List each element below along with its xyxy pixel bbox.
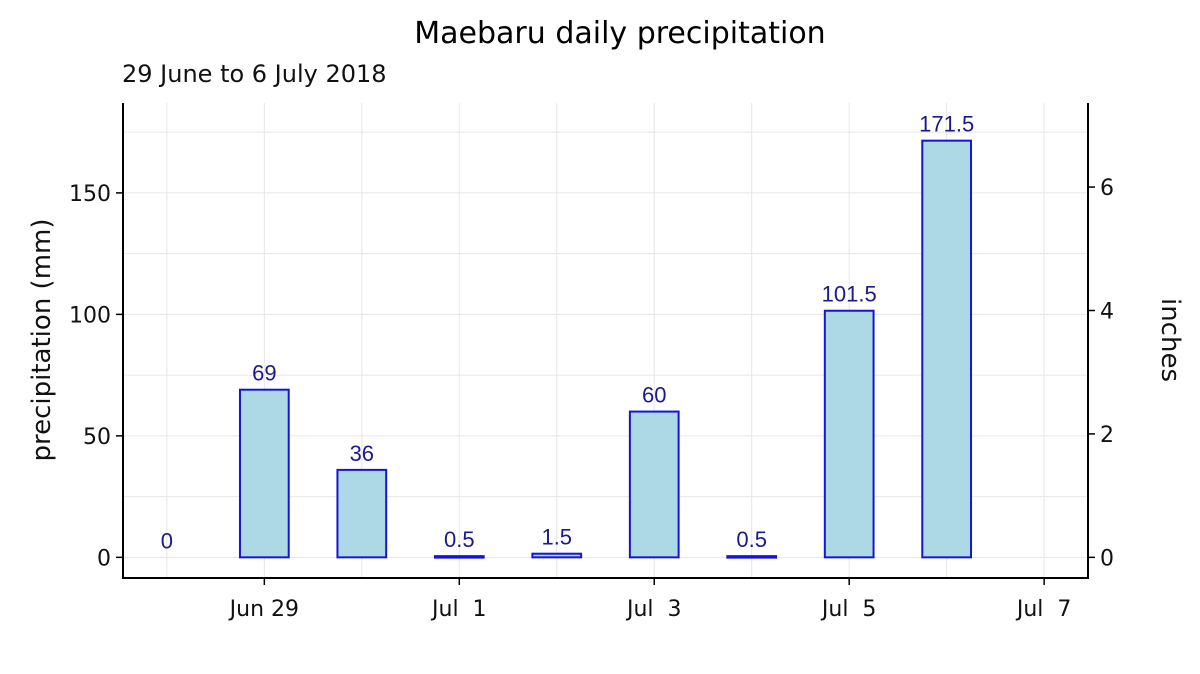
data-label: 101.5 (822, 282, 877, 307)
bar (921, 139, 973, 559)
x-tick-label: Jul 3 (625, 597, 682, 622)
x-tick-label: Jun 29 (228, 597, 299, 622)
data-label: 171.5 (919, 112, 974, 137)
bar (531, 552, 583, 559)
bar (823, 309, 875, 559)
x-tick-label: Jul 7 (1015, 597, 1072, 622)
y2-tick-label: 4 (1100, 299, 1114, 324)
data-label: 69 (252, 361, 276, 386)
y2-tick-label: 0 (1100, 546, 1114, 571)
data-label: 60 (642, 383, 666, 408)
data-label: 1.5 (541, 525, 572, 550)
axes-layer: 0 50 100 150 0 2 4 6 Jun 29 Jul 1 Jul 3 Jul 5 Jul 7 (69, 103, 1114, 622)
data-label: 0.5 (444, 527, 475, 552)
y-tick-label: 0 (97, 546, 111, 571)
x-tick-label: Jul 5 (820, 597, 877, 622)
bar (726, 555, 778, 559)
bar (433, 555, 485, 559)
y-tick-label: 150 (69, 182, 111, 207)
data-labels-layer: 0 69 36 0.5 1.5 60 0.5 101.5 171.5 (161, 112, 974, 554)
bar (628, 410, 680, 559)
data-label: 36 (350, 441, 374, 466)
y2-tick-label: 6 (1100, 176, 1114, 201)
data-label: 0.5 (736, 527, 767, 552)
y2-tick-label: 2 (1100, 423, 1114, 448)
x-tick-label: Jul 1 (430, 597, 487, 622)
bar (238, 388, 290, 559)
bar (336, 468, 388, 559)
y-axis-title: precipitation (mm) (27, 218, 57, 461)
data-label: 0 (161, 528, 173, 553)
chart-title: Maebaru daily precipitation (414, 16, 825, 51)
chart-subtitle: 29 June to 6 July 2018 (122, 60, 387, 88)
y2-axis-title: inches (1155, 298, 1185, 382)
y-tick-label: 100 (69, 303, 111, 328)
y-tick-label: 50 (83, 425, 111, 450)
bars-layer (238, 139, 973, 559)
